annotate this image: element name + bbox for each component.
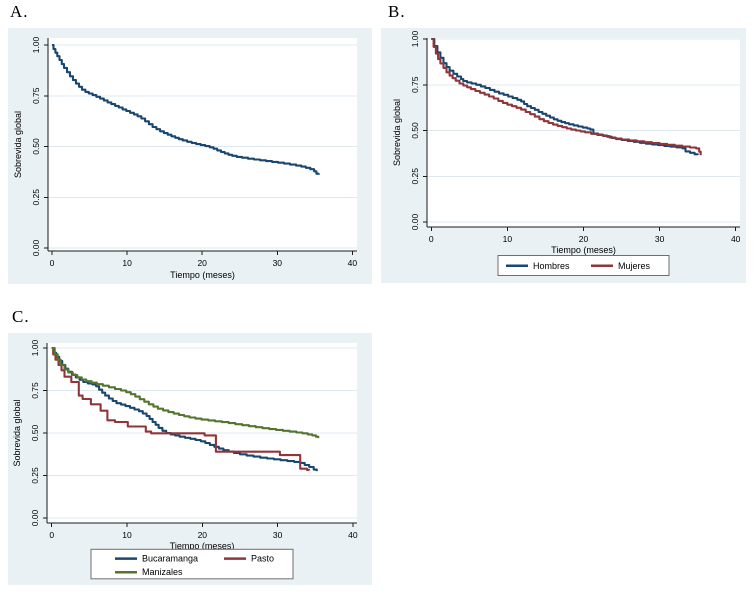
x-tick-label: 30 xyxy=(273,258,283,268)
legend-box xyxy=(90,548,294,580)
y-tick-label: 0.25 xyxy=(31,189,41,206)
panel-label-b: B. xyxy=(388,2,406,21)
y-tick-label: 0.50 xyxy=(410,122,420,139)
x-tick-label: 0 xyxy=(429,234,434,244)
x-tick-label: 10 xyxy=(122,530,132,540)
y-tick-label: 0.00 xyxy=(410,213,420,230)
series-bucaramanga xyxy=(51,346,318,472)
axes xyxy=(423,38,740,231)
y-tick-label: 0.25 xyxy=(410,168,420,185)
km-plot-by-sex: 0.00 0.25 0.50 0.75 1.00 0 10 20 30 40 Tiempo (mes… xyxy=(381,28,746,283)
y-tick-label: 0.00 xyxy=(31,239,41,256)
y-tick-label: 0.50 xyxy=(30,424,40,441)
x-tick-label: 10 xyxy=(122,258,132,268)
y-axis-title: Sobrevida global xyxy=(12,399,22,466)
legend-label-pasto: Pasto xyxy=(251,554,274,564)
panel-label-a: A. xyxy=(10,2,29,21)
y-tick-label: 0.50 xyxy=(31,138,41,155)
x-tick-label: 40 xyxy=(348,530,358,540)
x-tick-label: 20 xyxy=(198,530,208,540)
x-tick-label: 30 xyxy=(273,530,283,540)
panel-b-survival-by-sex: 0.00 0.25 0.50 0.75 1.00 0 10 20 30 40 Tiempo (mes… xyxy=(381,28,746,288)
y-axis-title: Sobrevida global xyxy=(13,111,23,178)
km-plot-by-city: 0.00 0.25 0.50 0.75 1.00 0 10 20 30 40 Tiempo (mes… xyxy=(8,333,372,585)
y-tick-label: 0.00 xyxy=(30,509,40,526)
legend: Hombres Mujeres xyxy=(497,255,670,276)
plot-background xyxy=(427,38,740,227)
x-axis-title: Tiempo (meses) xyxy=(170,270,235,280)
series-mujeres xyxy=(431,37,702,156)
x-tick-label: 0 xyxy=(50,258,55,268)
x-axis-title: Tiempo (meses) xyxy=(551,245,616,255)
panel-a-survival-overall: 0.00 0.25 0.50 0.75 1.00 0 10 20 30 40 Tiempo (mes… xyxy=(8,28,372,289)
legend-box xyxy=(497,255,670,276)
series-manizales xyxy=(51,346,320,439)
legend-label-manizales: Manizales xyxy=(142,567,183,577)
y-tick-label: 0.75 xyxy=(31,87,41,104)
x-tick-label: 40 xyxy=(348,258,358,268)
y-tick-label: 1.00 xyxy=(30,339,40,356)
y-tick-label: 0.25 xyxy=(30,467,40,484)
km-plot-overall: 0.00 0.25 0.50 0.75 1.00 0 10 20 30 40 Tiempo (mes… xyxy=(8,28,372,284)
x-tick-label: 0 xyxy=(49,530,54,540)
y-axis-title: Sobrevida global xyxy=(392,99,402,166)
x-tick-label: 10 xyxy=(503,234,513,244)
x-axis-title: Tiempo (meses) xyxy=(170,541,235,551)
panel-c-survival-by-city: 0.00 0.25 0.50 0.75 1.00 0 10 20 30 40 Tiempo (mes… xyxy=(8,333,372,590)
legend-label-hombres: Hombres xyxy=(533,261,570,271)
axes xyxy=(43,343,357,527)
x-tick-label: 20 xyxy=(197,258,207,268)
y-tick-label: 1.00 xyxy=(410,30,420,47)
legend-label-mujeres: Mujeres xyxy=(618,261,651,271)
x-tick-label: 20 xyxy=(579,234,589,244)
x-tick-label: 40 xyxy=(731,234,741,244)
axes xyxy=(44,38,357,255)
legend: Bucaramanga Pasto Manizales xyxy=(90,548,294,580)
y-tick-label: 1.00 xyxy=(31,36,41,53)
y-tick-label: 0.75 xyxy=(410,76,420,93)
panel-label-c: C. xyxy=(12,307,30,326)
y-tick-label: 0.75 xyxy=(30,382,40,399)
legend-label-bucaramanga: Bucaramanga xyxy=(142,554,198,564)
series-sobrevida global xyxy=(52,43,320,175)
x-tick-label: 30 xyxy=(655,234,665,244)
